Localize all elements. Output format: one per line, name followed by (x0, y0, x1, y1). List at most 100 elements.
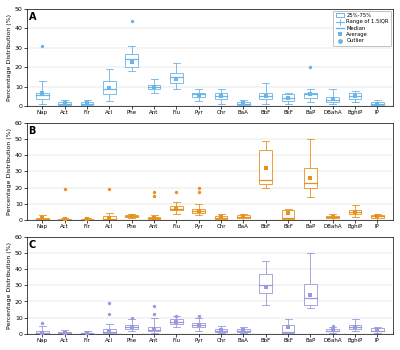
Point (352, 209, 358, 215)
Point (218, 93, 224, 99)
Point (151, 193, 157, 198)
Point (262, 166, 269, 171)
Point (106, 85, 113, 90)
Bar (103, 216, 116, 220)
Bar (170, 73, 183, 83)
Point (307, 64, 314, 70)
Bar (326, 97, 339, 102)
Point (106, 215, 113, 220)
Point (196, 208, 202, 214)
Legend: 25%-75%, Range of 1.5IQR, Median, Average, Outlier: 25%-75%, Range of 1.5IQR, Median, Averag… (333, 10, 392, 46)
Bar (215, 329, 227, 332)
Point (39, 91, 46, 96)
Point (39, 43, 46, 49)
Point (240, 100, 247, 106)
Point (106, 300, 113, 306)
Point (285, 210, 291, 216)
Point (106, 187, 113, 192)
Bar (81, 102, 93, 105)
Bar (36, 92, 49, 99)
Point (285, 324, 291, 329)
Bar (237, 215, 250, 218)
Point (262, 93, 269, 99)
Bar (103, 329, 116, 333)
Point (218, 327, 224, 332)
Point (84, 100, 90, 106)
Bar (349, 325, 361, 329)
Point (218, 214, 224, 219)
Bar (81, 332, 93, 334)
Bar (260, 274, 272, 293)
Point (196, 93, 202, 98)
Point (196, 190, 202, 195)
Bar (126, 215, 138, 217)
Point (173, 313, 180, 319)
Point (128, 315, 135, 321)
Bar (282, 94, 294, 101)
Bar (148, 327, 160, 331)
Point (151, 303, 157, 309)
Point (374, 102, 381, 107)
Point (330, 327, 336, 332)
Bar (326, 216, 339, 218)
Bar (326, 329, 339, 331)
Point (307, 92, 314, 97)
Bar (192, 92, 205, 97)
Text: B: B (28, 126, 36, 136)
Point (39, 320, 46, 326)
Point (330, 323, 336, 329)
Bar (58, 332, 71, 334)
Point (196, 322, 202, 328)
Bar (237, 102, 250, 105)
Point (84, 216, 90, 222)
Point (39, 216, 46, 221)
Bar (81, 219, 93, 220)
Bar (304, 284, 317, 305)
Bar (304, 168, 317, 188)
Y-axis label: Percentage Distribution (%): Percentage Distribution (%) (7, 14, 12, 101)
Bar (304, 92, 317, 98)
Bar (58, 219, 71, 220)
Point (173, 319, 180, 324)
Point (352, 93, 358, 99)
Bar (148, 85, 160, 89)
Point (307, 175, 314, 181)
Bar (215, 216, 227, 219)
Point (151, 190, 157, 195)
Point (262, 284, 269, 290)
Bar (260, 150, 272, 184)
Point (106, 312, 113, 317)
Point (128, 213, 135, 218)
Point (151, 215, 157, 220)
Y-axis label: Percentage Distribution (%): Percentage Distribution (%) (7, 128, 12, 215)
Bar (282, 325, 294, 333)
Point (62, 330, 68, 336)
Point (128, 324, 135, 329)
Bar (349, 93, 361, 99)
Bar (371, 102, 384, 105)
Bar (36, 218, 49, 220)
Point (196, 313, 202, 319)
Point (151, 312, 157, 317)
Point (196, 185, 202, 190)
Point (128, 60, 135, 65)
Bar (371, 215, 384, 218)
Point (151, 326, 157, 332)
Bar (215, 92, 227, 99)
Point (285, 96, 291, 101)
Point (62, 187, 68, 192)
Bar (36, 331, 49, 334)
Point (84, 331, 90, 336)
Bar (260, 92, 272, 99)
Bar (170, 206, 183, 210)
Point (374, 327, 381, 332)
Text: C: C (28, 240, 36, 250)
Point (151, 84, 157, 90)
Point (240, 327, 247, 332)
Bar (126, 325, 138, 329)
Text: A: A (28, 12, 36, 22)
Bar (126, 54, 138, 67)
Point (240, 213, 247, 219)
Bar (148, 217, 160, 219)
Point (62, 216, 68, 222)
